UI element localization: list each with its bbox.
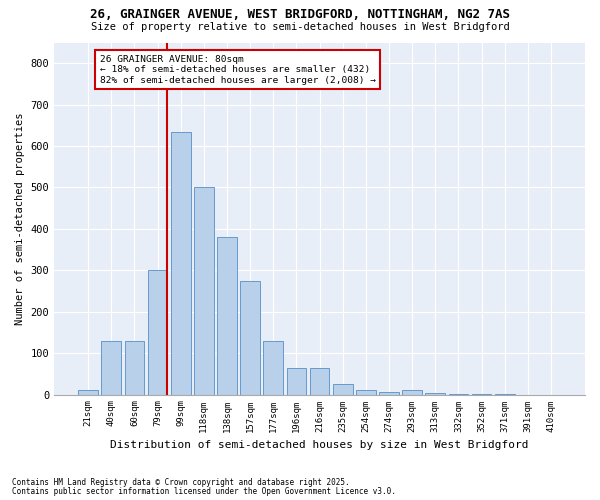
Text: Contains public sector information licensed under the Open Government Licence v3: Contains public sector information licen…: [12, 487, 396, 496]
Text: 26, GRAINGER AVENUE, WEST BRIDGFORD, NOTTINGHAM, NG2 7AS: 26, GRAINGER AVENUE, WEST BRIDGFORD, NOT…: [90, 8, 510, 20]
Bar: [403, 390, 422, 394]
Bar: [148, 270, 167, 394]
Text: Size of property relative to semi-detached houses in West Bridgford: Size of property relative to semi-detach…: [91, 22, 509, 32]
Bar: [171, 132, 191, 394]
Bar: [78, 390, 98, 394]
Bar: [287, 368, 306, 394]
Bar: [125, 340, 144, 394]
Bar: [379, 392, 399, 394]
Bar: [194, 188, 214, 394]
X-axis label: Distribution of semi-detached houses by size in West Bridgford: Distribution of semi-detached houses by …: [110, 440, 529, 450]
Text: 26 GRAINGER AVENUE: 80sqm
← 18% of semi-detached houses are smaller (432)
82% of: 26 GRAINGER AVENUE: 80sqm ← 18% of semi-…: [100, 55, 376, 84]
Bar: [333, 384, 353, 394]
Bar: [101, 340, 121, 394]
Bar: [217, 237, 237, 394]
Bar: [356, 390, 376, 394]
Bar: [310, 368, 329, 394]
Text: Contains HM Land Registry data © Crown copyright and database right 2025.: Contains HM Land Registry data © Crown c…: [12, 478, 350, 487]
Y-axis label: Number of semi-detached properties: Number of semi-detached properties: [15, 112, 25, 325]
Bar: [241, 280, 260, 394]
Bar: [263, 340, 283, 394]
